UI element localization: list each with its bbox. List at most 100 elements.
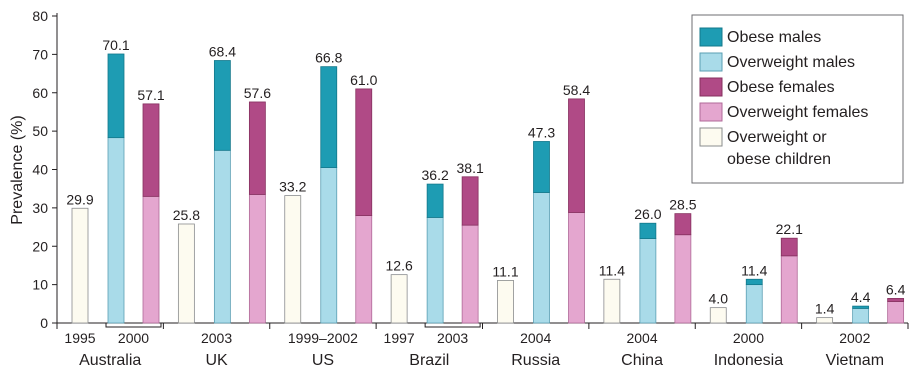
y-tick-label: 30 (32, 200, 48, 216)
bar-overweight-females (142, 195, 160, 324)
country-label: UK (205, 352, 228, 369)
y-tick-label: 20 (32, 238, 48, 254)
legend-label-overweight-males: Overweight males (727, 54, 855, 71)
bar-overweight-males (745, 284, 763, 324)
year-bracket (105, 323, 162, 328)
bar-obese-females (142, 103, 160, 197)
value-label: 70.1 (102, 37, 129, 53)
y-axis-label: Prevalence (%) (9, 115, 26, 224)
legend-swatch-obese-males (699, 27, 723, 47)
y-tick-label: 10 (32, 277, 48, 293)
value-label: 4.4 (851, 289, 871, 305)
value-label: 28.5 (669, 197, 696, 213)
bar-overweight-females (887, 301, 905, 324)
bar-obese-females (248, 101, 266, 195)
value-label: 57.1 (137, 87, 164, 103)
adult-year-label: 2000 (733, 330, 764, 346)
y-tick-label: 40 (32, 162, 48, 178)
bar-obese-females (568, 98, 585, 213)
adult-year-label: 1999–2002 (288, 330, 358, 346)
bar-obese-females (355, 88, 373, 216)
bar-overweight-females (248, 194, 266, 324)
value-label: 33.2 (279, 179, 306, 195)
value-label: 58.4 (563, 82, 590, 98)
value-label: 6.4 (886, 281, 906, 297)
bar-obese-males (107, 53, 125, 139)
bar-children (284, 195, 302, 324)
adult-year-label: 2004 (520, 330, 551, 346)
bar-overweight-females (461, 224, 479, 324)
bar-overweight-males (213, 149, 231, 324)
bar-obese-females (674, 213, 692, 236)
bar-obese-males (533, 141, 550, 193)
country-label: Indonesia (714, 352, 783, 369)
y-tick-label: 50 (32, 123, 48, 139)
value-label: 26.0 (634, 206, 661, 222)
y-tick-label: 60 (32, 85, 48, 101)
bar-obese-females (887, 298, 905, 302)
bar-overweight-males (639, 238, 657, 324)
adult-year-label: 2004 (626, 330, 657, 346)
value-label: 22.1 (776, 221, 803, 237)
value-label: 57.6 (244, 85, 271, 101)
legend-label-obese-males: Obese males (727, 29, 821, 46)
bar-overweight-males (107, 137, 125, 324)
value-label: 68.4 (209, 44, 236, 60)
y-tick-label: 70 (32, 46, 48, 62)
adult-year-label: 2000 (118, 330, 149, 346)
legend-box (691, 14, 904, 184)
bar-children (390, 274, 408, 324)
country-label: China (621, 352, 663, 369)
value-label: 47.3 (528, 124, 555, 140)
value-label: 25.8 (173, 207, 200, 223)
legend-label-overweight-females: Overweight females (727, 104, 868, 121)
bar-obese-males (852, 305, 870, 309)
legend-swatch-overweight-males (699, 52, 723, 72)
legend-swatch-obese-females (699, 77, 723, 97)
value-label: 61.0 (350, 72, 377, 88)
bar-obese-males (320, 66, 338, 168)
bar-children (177, 223, 195, 324)
bar-obese-males (426, 183, 444, 218)
value-label: 1.4 (815, 301, 835, 317)
value-label: 11.4 (599, 262, 625, 278)
value-label: 12.6 (386, 258, 413, 274)
bar-children (709, 307, 727, 324)
adult-year-label: 2003 (201, 330, 232, 346)
year-bracket (424, 323, 481, 328)
value-label: 11.4 (741, 262, 767, 278)
bar-overweight-females (355, 215, 373, 324)
bar-overweight-males (533, 192, 550, 324)
bar-obese-females (461, 176, 479, 226)
value-label: 11.1 (492, 263, 518, 279)
legend-label-obese-females: Obese females (727, 79, 835, 96)
legend-label-children: Overweight or obese children (727, 129, 831, 168)
value-label: 38.1 (457, 160, 484, 176)
bar-children (816, 317, 834, 324)
y-tick-label: 80 (32, 8, 48, 24)
child-year-label: 1997 (384, 330, 415, 346)
bar-obese-males (745, 278, 763, 286)
country-label: Russia (511, 352, 560, 369)
y-tick-label: 0 (40, 315, 48, 331)
child-year-label: 1995 (64, 330, 95, 346)
bar-overweight-males (426, 217, 444, 324)
bar-overweight-females (674, 234, 692, 324)
bar-children (71, 207, 89, 324)
value-label: 36.2 (422, 167, 449, 183)
bar-obese-females (780, 237, 798, 257)
value-label: 4.0 (709, 291, 729, 307)
bar-obese-males (213, 60, 231, 151)
adult-year-label: 2003 (437, 330, 468, 346)
legend: Obese males Overweight males Obese females… (691, 14, 904, 184)
value-label: 29.9 (66, 191, 93, 207)
bar-obese-males (639, 222, 657, 239)
bar-overweight-males (852, 308, 870, 324)
adult-year-label: 2002 (839, 330, 870, 346)
bar-children (497, 280, 514, 324)
country-label: Vietnam (826, 352, 884, 369)
bar-children (603, 278, 621, 324)
legend-swatch-overweight-females (699, 102, 723, 122)
bar-overweight-females (568, 212, 585, 324)
